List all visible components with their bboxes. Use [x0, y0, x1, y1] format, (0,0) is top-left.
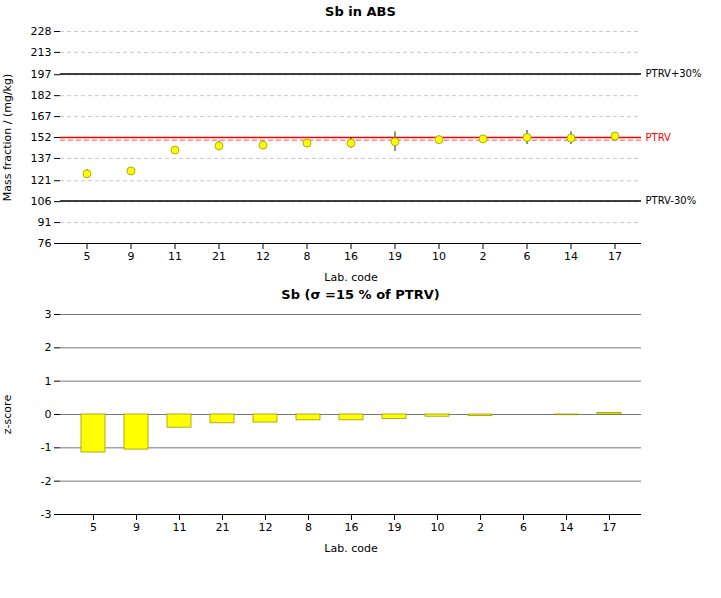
svg-text:2: 2 — [480, 250, 487, 263]
svg-text:197: 197 — [31, 68, 52, 81]
svg-text:-2: -2 — [41, 475, 52, 488]
svg-text:213: 213 — [31, 46, 52, 59]
svg-text:91: 91 — [38, 216, 52, 229]
svg-text:14: 14 — [560, 521, 574, 534]
svg-text:121: 121 — [31, 174, 52, 187]
svg-text:16: 16 — [344, 250, 358, 263]
svg-text:z-score: z-score — [1, 395, 14, 435]
svg-text:9: 9 — [128, 250, 135, 263]
svg-text:152: 152 — [31, 131, 52, 144]
svg-text:76: 76 — [38, 237, 52, 250]
svg-text:9: 9 — [133, 521, 140, 534]
svg-text:6: 6 — [524, 250, 531, 263]
svg-text:137: 137 — [31, 152, 52, 165]
svg-text:5: 5 — [90, 521, 97, 534]
svg-text:182: 182 — [31, 89, 52, 102]
svg-text:Lab. code: Lab. code — [324, 542, 378, 555]
svg-text:12: 12 — [256, 250, 270, 263]
svg-text:12: 12 — [259, 521, 273, 534]
svg-text:11: 11 — [168, 250, 182, 263]
svg-text:10: 10 — [431, 521, 445, 534]
svg-text:3: 3 — [45, 308, 52, 321]
svg-text:17: 17 — [608, 250, 622, 263]
svg-text:2: 2 — [45, 341, 52, 354]
svg-text:8: 8 — [305, 521, 312, 534]
svg-text:-1: -1 — [41, 441, 52, 454]
svg-text:14: 14 — [564, 250, 578, 263]
svg-text:228: 228 — [31, 25, 52, 38]
svg-text:1: 1 — [45, 375, 52, 388]
svg-text:17: 17 — [603, 521, 617, 534]
svg-text:16: 16 — [345, 521, 359, 534]
svg-text:-3: -3 — [41, 508, 52, 521]
svg-text:8: 8 — [304, 250, 311, 263]
svg-text:6: 6 — [520, 521, 527, 534]
svg-text:0: 0 — [45, 408, 52, 421]
svg-text:Lab. code: Lab. code — [324, 271, 378, 284]
svg-text:Mass fraction / (mg/kg): Mass fraction / (mg/kg) — [1, 74, 14, 201]
svg-text:19: 19 — [388, 521, 402, 534]
svg-text:21: 21 — [212, 250, 226, 263]
svg-text:21: 21 — [216, 521, 230, 534]
svg-text:167: 167 — [31, 110, 52, 123]
html-text:Sb in ABS: Sb in ABS — [325, 4, 396, 19]
svg-text:PTRV-30%: PTRV-30% — [646, 195, 697, 206]
svg-text:PTRV+30%: PTRV+30% — [646, 68, 702, 79]
svg-text:10: 10 — [432, 250, 446, 263]
svg-text:2: 2 — [477, 521, 484, 534]
svg-text:11: 11 — [173, 521, 187, 534]
html-text:Sb (σ =15 % of PTRV): Sb (σ =15 % of PTRV) — [281, 287, 440, 302]
svg-text:19: 19 — [388, 250, 402, 263]
svg-text:106: 106 — [31, 195, 52, 208]
svg-text:5: 5 — [84, 250, 91, 263]
svg-text:PTRV: PTRV — [646, 132, 672, 143]
